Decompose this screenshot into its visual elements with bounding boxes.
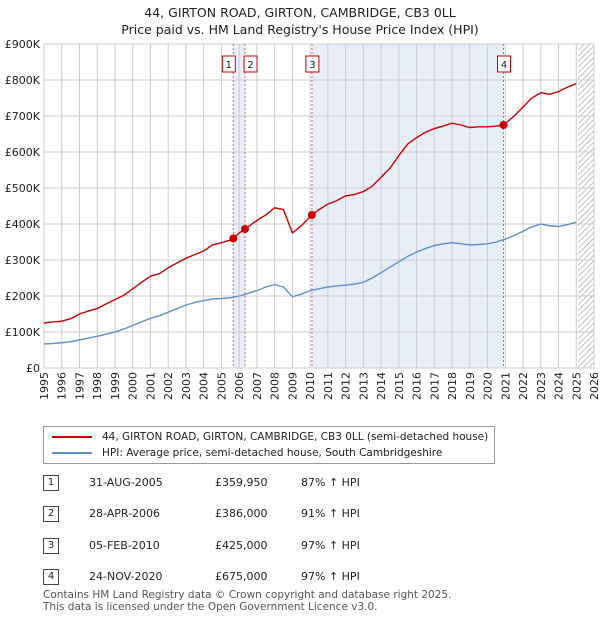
- footer-attribution: Contains HM Land Registry data © Crown c…: [43, 589, 451, 613]
- x-tick-label: 1995: [38, 372, 51, 400]
- sale-label: 2: [247, 60, 253, 71]
- x-tick-label: 2020: [482, 372, 495, 400]
- table-row: 2 28-APR-2006 £386,000 91% ↑ HPI: [43, 505, 373, 523]
- sale-number-badge: 1: [43, 475, 59, 491]
- y-tick-label: £200K: [5, 290, 41, 303]
- x-tick-label: 2015: [393, 372, 406, 400]
- x-tick-label: 2003: [180, 372, 193, 400]
- sale-number-badge: 4: [43, 569, 59, 585]
- footer-line-2: This data is licensed under the Open Gov…: [43, 601, 378, 613]
- sale-hpi-change: 97% ↑ HPI: [301, 570, 360, 583]
- sale-point: [499, 121, 508, 129]
- sale-price: £386,000: [215, 507, 268, 520]
- sale-number-badge: 3: [43, 538, 59, 554]
- y-tick-label: £500K: [5, 182, 41, 195]
- x-tick-label: 2002: [162, 372, 175, 400]
- y-tick-label: £100K: [5, 326, 41, 339]
- property-price-line: [43, 82, 577, 324]
- legend-item-property: 44, GIRTON ROAD, GIRTON, CAMBRIDGE, CB3 …: [52, 430, 488, 444]
- x-tick-label: 2011: [322, 372, 335, 400]
- y-tick-label: £300K: [5, 254, 41, 267]
- table-row: 1 31-AUG-2005 £359,950 87% ↑ HPI: [43, 474, 373, 492]
- legend-label-hpi: HPI: Average price, semi-detached house,…: [102, 447, 443, 459]
- legend-item-hpi: HPI: Average price, semi-detached house,…: [52, 446, 442, 460]
- x-tick-label: 2016: [411, 372, 424, 400]
- title-line-2: Price paid vs. HM Land Registry's House …: [121, 22, 479, 37]
- x-tick-label: 2008: [269, 372, 282, 400]
- sale-label-box: [243, 55, 258, 73]
- table-row: 3 05-FEB-2010 £425,000 97% ↑ HPI: [43, 537, 373, 555]
- future-hatch-region: [578, 44, 594, 368]
- sale-date: 24-NOV-2020: [89, 570, 163, 583]
- sale-price: £675,000: [215, 570, 268, 583]
- x-tick-label: 2010: [304, 372, 317, 400]
- x-tick-label: 2025: [570, 372, 583, 400]
- sale-label: 4: [501, 60, 507, 71]
- sale-date: 31-AUG-2005: [89, 476, 163, 489]
- sale-price: £425,000: [215, 539, 268, 552]
- y-tick-label: £600K: [5, 146, 41, 159]
- x-tick-label: 2004: [198, 372, 211, 400]
- x-tick-label: 2023: [535, 372, 548, 400]
- legend: 44, GIRTON ROAD, GIRTON, CAMBRIDGE, CB3 …: [43, 426, 495, 464]
- x-tick-label: 2005: [215, 372, 228, 400]
- sale-point: [307, 211, 316, 219]
- legend-label-property: 44, GIRTON ROAD, GIRTON, CAMBRIDGE, CB3 …: [102, 431, 489, 443]
- hpi-line: [43, 221, 577, 345]
- sale-label-box: [305, 55, 320, 73]
- footer-line-1: Contains HM Land Registry data © Crown c…: [43, 589, 452, 601]
- sale-label: 1: [226, 60, 232, 71]
- x-tick-label: 1997: [73, 372, 86, 400]
- sale-point: [229, 234, 238, 243]
- sale-label-box: [221, 55, 236, 73]
- sale-label-box: [497, 55, 512, 73]
- legend-swatch-property: [52, 436, 92, 438]
- y-tick-label: £0: [26, 362, 40, 375]
- x-tick-label: 1998: [91, 372, 104, 400]
- x-tick-label: 2012: [340, 372, 353, 400]
- x-tick-label: 2013: [357, 372, 370, 400]
- x-tick-label: 1999: [109, 372, 122, 400]
- sale-price: £359,950: [215, 476, 268, 489]
- sale-period-band: [311, 44, 504, 368]
- sale-date: 28-APR-2006: [89, 507, 161, 520]
- x-tick-label: 2017: [428, 372, 441, 400]
- x-tick-label: 2001: [144, 372, 157, 400]
- price-chart: 1 2 3 4 £0 £100K £200K £300K £400K £500K £600K £70…: [5, 38, 600, 400]
- x-tick-label: 2000: [127, 372, 140, 400]
- x-tick-label: 2019: [464, 372, 477, 400]
- x-tick-label: 2018: [446, 372, 459, 400]
- x-tick-label: 2006: [233, 372, 246, 400]
- sale-label: 3: [309, 60, 315, 71]
- x-tick-label: 2024: [553, 372, 566, 400]
- y-tick-label: £800K: [5, 74, 41, 87]
- y-tick-label: £700K: [5, 110, 41, 123]
- sale-hpi-change: 97% ↑ HPI: [301, 539, 360, 552]
- x-tick-label: 2026: [588, 372, 600, 400]
- legend-swatch-hpi: [52, 452, 92, 454]
- sale-point: [241, 225, 250, 234]
- x-tick-label: 2009: [286, 372, 299, 400]
- chart-title: 44, GIRTON ROAD, GIRTON, CAMBRIDGE, CB3 …: [0, 4, 600, 38]
- x-tick-label: 2022: [517, 372, 530, 400]
- x-tick-label: 2014: [375, 372, 388, 400]
- x-tick-label: 2021: [499, 372, 512, 400]
- sale-hpi-change: 87% ↑ HPI: [301, 476, 360, 489]
- sale-number-badge: 2: [43, 506, 59, 522]
- x-tick-label: 2007: [251, 372, 264, 400]
- y-tick-label: £900K: [5, 38, 41, 51]
- y-tick-label: £400K: [5, 218, 41, 231]
- table-row: 4 24-NOV-2020 £675,000 97% ↑ HPI: [43, 568, 373, 586]
- x-tick-label: 1996: [56, 372, 69, 400]
- sale-date: 05-FEB-2010: [89, 539, 160, 552]
- title-line-1: 44, GIRTON ROAD, GIRTON, CAMBRIDGE, CB3 …: [144, 5, 456, 20]
- sale-hpi-change: 91% ↑ HPI: [301, 507, 360, 520]
